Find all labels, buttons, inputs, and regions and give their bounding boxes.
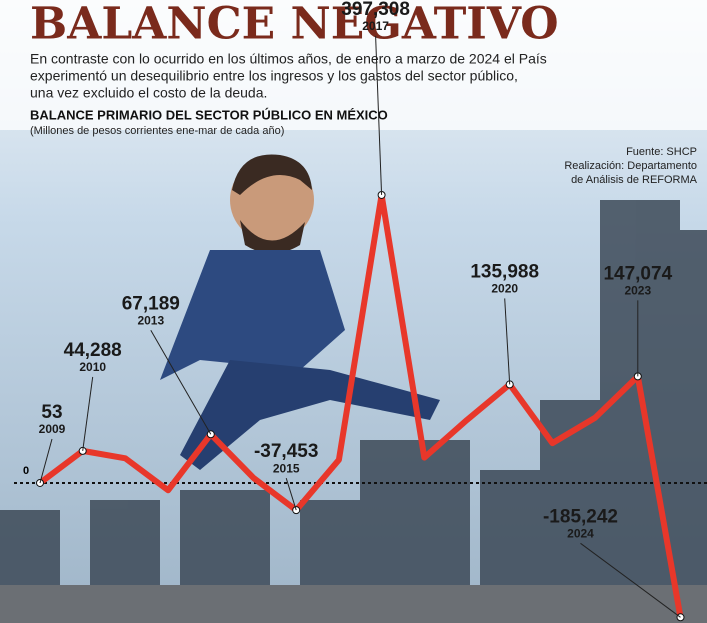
year-label: 2009 xyxy=(39,422,66,436)
value-label: 67,189 xyxy=(122,293,180,314)
year-label: 2010 xyxy=(79,360,106,374)
source: Fuente: SHCP xyxy=(626,146,697,158)
year-label: 2020 xyxy=(491,282,518,296)
data-point xyxy=(293,507,300,514)
year-label: 2015 xyxy=(273,461,300,475)
year-label: 2023 xyxy=(624,284,651,298)
value-label: -185,242 xyxy=(543,506,618,527)
value-label: 44,288 xyxy=(64,340,122,361)
subtitle-line: En contraste con lo ocurrido en los últi… xyxy=(30,51,547,67)
street xyxy=(0,585,707,623)
title: BALANCE NEGATIVO xyxy=(30,0,559,50)
subtitle-line: experimentó un desequilibrio entre los i… xyxy=(30,68,518,84)
subtitle-line: una vez excluido el costo de la deuda. xyxy=(30,85,267,101)
value-label: -37,453 xyxy=(254,441,318,462)
year-label: 2013 xyxy=(137,313,164,327)
chart-subtitle: (Millones de pesos corrientes ene-mar de… xyxy=(30,125,284,137)
infographic: BALANCE NEGATIVO En contraste con lo ocu… xyxy=(0,0,707,623)
y-tick-label: 0 xyxy=(23,465,29,477)
page: BALANCE NEGATIVO En contraste con lo ocu… xyxy=(0,0,707,623)
year-label: 2024 xyxy=(567,526,594,540)
chart-title: BALANCE PRIMARIO DEL SECTOR PÚBLICO EN M… xyxy=(30,107,388,122)
year-label: 2017 xyxy=(362,19,389,33)
source: Realización: Departamento xyxy=(564,160,697,172)
value-label: 135,988 xyxy=(470,261,539,282)
value-label: 53 xyxy=(41,402,62,423)
value-label: 147,074 xyxy=(603,263,672,284)
source: de Análisis de REFORMA xyxy=(571,174,698,186)
value-label: 397,308 xyxy=(341,0,410,20)
